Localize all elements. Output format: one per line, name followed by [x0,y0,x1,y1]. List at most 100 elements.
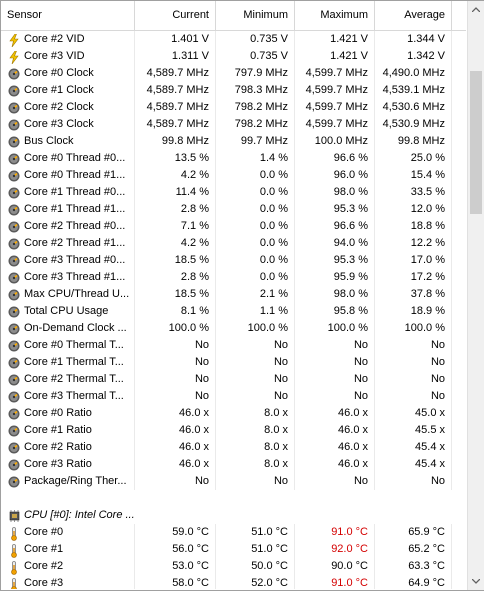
sensor-row[interactable]: Core #0 59.0 °C 51.0 °C 91.0 °C 65.9 °C [1,524,466,541]
maximum-value: 95.8 % [295,303,375,320]
sensor-row[interactable]: Package/Ring Ther... No No No No [1,473,466,490]
sensor-row[interactable]: Core #2 Thread #1... 4.2 % 0.0 % 94.0 % … [1,235,466,252]
sensor-row[interactable]: Max CPU/Thread U... 18.5 % 2.1 % 98.0 % … [1,286,466,303]
current-value: 99.8 MHz [135,133,216,150]
sensor-row[interactable]: Core #2 Ratio 46.0 x 8.0 x 46.0 x 45.4 x [1,439,466,456]
sensor-label: On-Demand Clock ... [24,322,127,334]
current-value: 13.5 % [135,150,216,167]
average-value: 4,530.9 MHz [375,116,452,133]
scroll-down-arrow-icon[interactable] [468,573,484,590]
current-value: 2.8 % [135,269,216,286]
sensor-row[interactable]: Core #3 Thermal T... No No No No [1,388,466,405]
sensor-row[interactable]: Core #0 Thread #0... 13.5 % 1.4 % 96.6 %… [1,150,466,167]
minimum-value: 0.0 % [216,167,295,184]
maximum-value: 4,599.7 MHz [295,116,375,133]
average-value: 15.4 % [375,167,452,184]
sensor-row[interactable]: Core #3 Thread #0... 18.5 % 0.0 % 95.3 %… [1,252,466,269]
minimum-value: No [216,354,295,371]
maximum-value: 90.0 °C [295,558,375,575]
sensor-row[interactable]: On-Demand Clock ... 100.0 % 100.0 % 100.… [1,320,466,337]
sensor-label: Core #2 Thread #1... [24,237,126,249]
minimum-value: 1.4 % [216,150,295,167]
maximum-value: 1.421 V [295,31,375,48]
sensor-group-header[interactable]: CPU [#0]: Intel Core ... [1,507,466,524]
sensor-row[interactable]: Core #0 Thermal T... No No No No [1,337,466,354]
sensor-row[interactable]: Core #1 Thread #0... 11.4 % 0.0 % 98.0 %… [1,184,466,201]
sensor-row[interactable]: Core #0 Thread #1... 4.2 % 0.0 % 96.0 % … [1,167,466,184]
current-value: 11.4 % [135,184,216,201]
average-value: 1.342 V [375,48,452,65]
minimum-value: 0.0 % [216,184,295,201]
sensor-row[interactable]: Core #3 Ratio 46.0 x 8.0 x 46.0 x 45.4 x [1,456,466,473]
sensor-row[interactable]: Core #1 Ratio 46.0 x 8.0 x 46.0 x 45.5 x [1,422,466,439]
sensor-row[interactable]: Total CPU Usage 8.1 % 1.1 % 95.8 % 18.9 … [1,303,466,320]
sensor-row[interactable]: Core #1 Clock 4,589.7 MHz 798.3 MHz 4,59… [1,82,466,99]
sensor-label: Core #0 [24,526,64,538]
clock-sensor-icon [8,170,20,182]
current-value: 46.0 x [135,405,216,422]
thermometer-icon [8,543,20,558]
column-header-maximum[interactable]: Maximum [295,1,375,30]
current-value: 59.0 °C [135,524,216,541]
maximum-value: 1.421 V [295,48,375,65]
sensor-row[interactable]: Core #3 VID 1.311 V 0.735 V 1.421 V 1.34… [1,48,466,65]
minimum-value: No [216,388,295,405]
current-value: No [135,371,216,388]
average-value: No [375,337,452,354]
average-value: 4,490.0 MHz [375,65,452,82]
voltage-bolt-icon [8,50,20,64]
sensor-row[interactable]: Core #2 VID 1.401 V 0.735 V 1.421 V 1.34… [1,31,466,48]
sensor-row[interactable]: Core #3 Thread #1... 2.8 % 0.0 % 95.9 % … [1,269,466,286]
maximum-value: 4,599.7 MHz [295,82,375,99]
sensor-row[interactable]: Core #0 Clock 4,589.7 MHz 797.9 MHz 4,59… [1,65,466,82]
sensor-label: Core #1 Clock [24,84,94,96]
maximum-value: 46.0 x [295,439,375,456]
sensor-label: Package/Ring Ther... [24,475,127,487]
clock-sensor-icon [8,374,20,386]
clock-sensor-icon [8,476,20,488]
column-header-minimum[interactable]: Minimum [216,1,295,30]
maximum-value: 98.0 % [295,286,375,303]
sensor-row[interactable]: Core #2 Thread #0... 7.1 % 0.0 % 96.6 % … [1,218,466,235]
sensor-row[interactable]: Core #1 Thermal T... No No No No [1,354,466,371]
average-value: 63.3 °C [375,558,452,575]
minimum-value: 0.0 % [216,235,295,252]
sensor-label: Core #3 Clock [24,118,94,130]
clock-sensor-icon [8,289,20,301]
sensor-label: Core #3 Thread #0... [24,254,126,266]
column-header-current[interactable]: Current [135,1,216,30]
maximum-value: No [295,473,375,490]
sensor-label: Core #3 Thread #1... [24,271,126,283]
sensor-row[interactable]: Core #1 Thread #1... 2.8 % 0.0 % 95.3 % … [1,201,466,218]
current-value: 53.0 °C [135,558,216,575]
thermometer-icon [8,577,20,589]
maximum-value: 95.3 % [295,252,375,269]
sensor-row[interactable]: Bus Clock 99.8 MHz 99.7 MHz 100.0 MHz 99… [1,133,466,150]
sensor-row[interactable]: Core #0 Ratio 46.0 x 8.0 x 46.0 x 45.0 x [1,405,466,422]
maximum-value: 91.0 °C [295,524,375,541]
sensor-row[interactable]: Core #2 Clock 4,589.7 MHz 798.2 MHz 4,59… [1,99,466,116]
column-header-sensor[interactable]: Sensor [1,1,135,30]
average-value: 99.8 MHz [375,133,452,150]
sensor-row[interactable]: Core #3 58.0 °C 52.0 °C 91.0 °C 64.9 °C [1,575,466,589]
scroll-up-arrow-icon[interactable] [468,1,484,18]
maximum-value: 92.0 °C [295,541,375,558]
vertical-scrollbar[interactable] [467,1,484,590]
maximum-value: 100.0 MHz [295,133,375,150]
sensor-row[interactable]: Core #3 Clock 4,589.7 MHz 798.2 MHz 4,59… [1,116,466,133]
sensor-row[interactable]: Core #2 53.0 °C 50.0 °C 90.0 °C 63.3 °C [1,558,466,575]
maximum-value: 100.0 % [295,320,375,337]
cpu-chip-icon [8,509,20,522]
sensor-label: Core #2 Ratio [24,441,92,453]
sensor-label: Max CPU/Thread U... [24,288,130,300]
column-header-average[interactable]: Average [375,1,452,30]
average-value: 37.8 % [375,286,452,303]
minimum-value: 99.7 MHz [216,133,295,150]
sensor-row[interactable]: Core #1 56.0 °C 51.0 °C 92.0 °C 65.2 °C [1,541,466,558]
minimum-value: No [216,371,295,388]
clock-sensor-icon [8,255,20,267]
current-value: 4,589.7 MHz [135,99,216,116]
sensor-row[interactable]: Core #2 Thermal T... No No No No [1,371,466,388]
average-value: 12.0 % [375,201,452,218]
scrollbar-thumb[interactable] [470,71,482,214]
